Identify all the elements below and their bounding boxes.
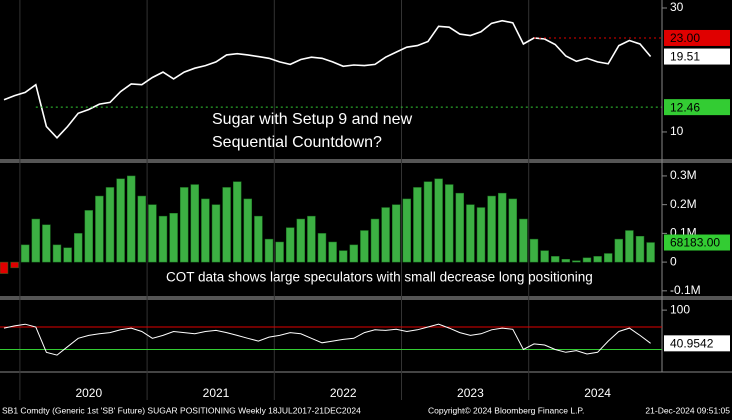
annotation: COT data shows large speculators with sm… (166, 270, 593, 285)
bar (360, 230, 369, 263)
bar (413, 187, 422, 263)
value-tag (664, 99, 730, 116)
bar (603, 253, 613, 263)
x-tick-label: 2020 (75, 386, 102, 400)
bar (572, 260, 581, 263)
bar (264, 238, 274, 263)
x-tick-label: 2021 (203, 386, 230, 400)
value-tag (664, 48, 730, 65)
y-tick-label: 0.2M (670, 197, 697, 211)
y-tick-label: 30 (670, 0, 684, 14)
footer-copyright: Copyright© 2024 Bloomberg Finance L.P. (428, 405, 584, 415)
bar (105, 187, 115, 263)
bar (529, 238, 539, 263)
bar (487, 195, 496, 263)
bar (42, 224, 51, 263)
price-line (3, 323, 651, 356)
footer-date: 21-Dec-2024 09:51:05 (645, 405, 730, 415)
bar (190, 184, 200, 263)
bar (582, 257, 592, 263)
bar (625, 230, 634, 263)
annotation: Sequential Countdown? (212, 134, 382, 151)
bar (519, 218, 528, 263)
bar (285, 227, 295, 263)
bar (307, 215, 316, 263)
panel-divider (0, 159, 732, 163)
bar (232, 181, 242, 263)
bar (10, 261, 19, 269)
y-tick-label: 0 (670, 254, 677, 268)
bar (169, 213, 178, 263)
bar (455, 192, 465, 263)
bar (593, 256, 602, 263)
bar (63, 247, 72, 263)
x-tick-label: 2024 (584, 386, 611, 400)
bar (275, 241, 284, 263)
bar (116, 178, 125, 263)
y-tick-label: -0.1M (670, 283, 701, 297)
bar (497, 192, 507, 263)
bar (222, 187, 231, 263)
x-tick-label: 2023 (457, 386, 484, 400)
bar (243, 198, 253, 263)
value-tag-label: 40.9542 (670, 337, 714, 351)
bar (328, 241, 337, 263)
value-tag-label: 68183.00 (670, 236, 720, 250)
value-tag (664, 234, 730, 251)
bar (0, 261, 9, 274)
value-tag (664, 29, 730, 46)
bar (444, 184, 454, 263)
bar (476, 207, 486, 263)
value-tag (664, 335, 730, 352)
bar (201, 198, 210, 263)
bar (179, 187, 189, 263)
bar (126, 175, 136, 263)
footer-source: SB1 Comdty (Generic 1st 'SB' Future) SUG… (2, 405, 361, 415)
bar (561, 258, 571, 263)
bar (646, 242, 655, 263)
bar (137, 195, 147, 263)
annotation: Sugar with Setup 9 and new (212, 111, 413, 128)
value-tag-label: 12.46 (670, 100, 700, 114)
bar (31, 218, 41, 263)
bar (73, 233, 83, 263)
bar (211, 204, 221, 263)
bar (391, 204, 401, 263)
bar (508, 198, 518, 263)
bar (349, 244, 359, 263)
bar (158, 215, 168, 263)
y-tick-label: 100 (670, 302, 690, 316)
bar (296, 218, 306, 263)
bar (540, 250, 549, 263)
price-line (3, 19, 652, 139)
bar (423, 181, 433, 263)
bar (95, 195, 104, 263)
bar (466, 204, 475, 263)
bar (84, 210, 94, 263)
bar (52, 244, 62, 263)
y-tick-label: 10 (670, 124, 684, 138)
panel-divider (0, 296, 732, 300)
bar (550, 256, 560, 263)
bar (148, 204, 157, 263)
bar (635, 236, 645, 263)
bar (381, 207, 390, 263)
value-tag-label: 19.51 (670, 50, 700, 64)
x-tick-label: 2022 (330, 386, 357, 400)
bar (434, 178, 443, 263)
bar (338, 250, 348, 263)
bar (317, 233, 327, 263)
bar (370, 218, 380, 263)
value-tag-label: 23.00 (670, 31, 700, 45)
bar (254, 215, 263, 263)
bar (402, 198, 412, 263)
bar (20, 244, 30, 263)
y-tick-label: 0.3M (670, 168, 697, 182)
bar (614, 238, 624, 263)
